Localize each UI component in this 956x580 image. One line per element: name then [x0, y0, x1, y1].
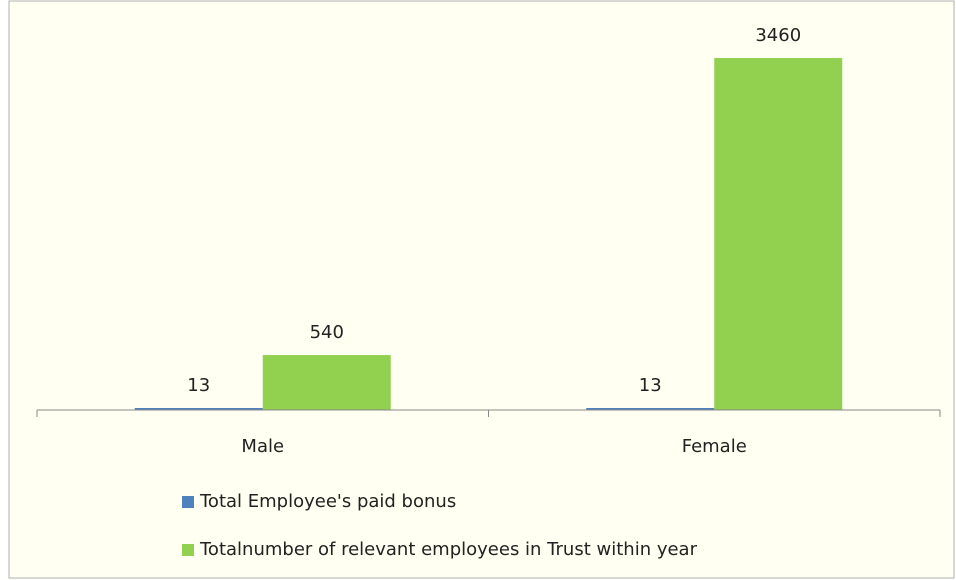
legend-label: Totalnumber of relevant employees in Tru… — [199, 539, 698, 560]
data-label: 13 — [187, 375, 210, 396]
legend-label: Total Employee's paid bonus — [199, 491, 456, 512]
bar — [134, 408, 263, 410]
data-label: 13 — [639, 375, 662, 396]
x-tick-label: Male — [241, 436, 284, 457]
bar — [262, 355, 391, 410]
bar — [586, 408, 715, 410]
x-tick-label: Female — [682, 436, 747, 457]
data-label: 3460 — [755, 25, 801, 46]
legend-swatch — [182, 544, 194, 556]
data-label: 540 — [310, 322, 344, 343]
bar — [714, 58, 843, 410]
legend-swatch — [182, 496, 194, 508]
